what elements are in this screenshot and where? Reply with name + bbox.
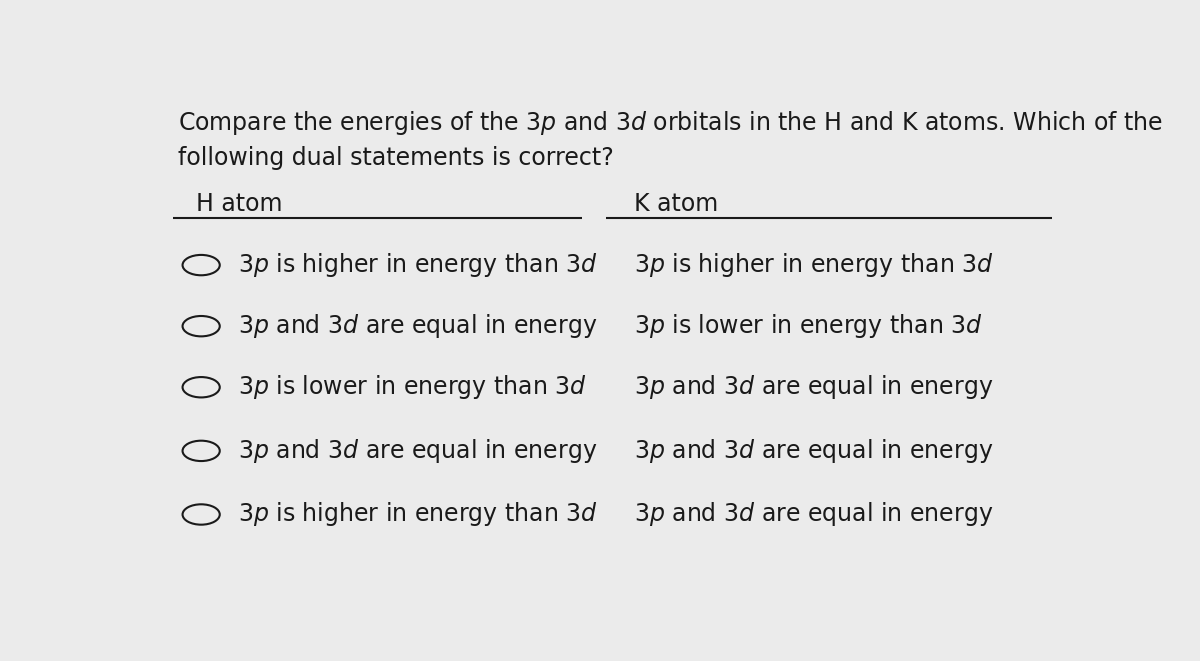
Text: 3$p$ is higher in energy than 3$d$: 3$p$ is higher in energy than 3$d$ <box>634 251 994 279</box>
Text: Compare the energies of the 3$p$ and 3$d$ orbitals in the H and K atoms. Which o: Compare the energies of the 3$p$ and 3$d… <box>178 108 1163 137</box>
Text: 3$p$ and 3$d$ are equal in energy: 3$p$ and 3$d$ are equal in energy <box>634 437 994 465</box>
Text: 3$p$ and 3$d$ are equal in energy: 3$p$ and 3$d$ are equal in energy <box>239 312 598 340</box>
Text: K atom: K atom <box>634 192 718 216</box>
Text: 3$p$ is lower in energy than 3$d$: 3$p$ is lower in energy than 3$d$ <box>634 312 983 340</box>
Text: 3$p$ and 3$d$ are equal in energy: 3$p$ and 3$d$ are equal in energy <box>239 437 598 465</box>
Text: 3$p$ is higher in energy than 3$d$: 3$p$ is higher in energy than 3$d$ <box>239 500 598 529</box>
Text: following dual statements is correct?: following dual statements is correct? <box>178 146 613 171</box>
Text: 3$p$ and 3$d$ are equal in energy: 3$p$ and 3$d$ are equal in energy <box>634 373 994 401</box>
Text: H atom: H atom <box>197 192 283 216</box>
Text: 3$p$ is lower in energy than 3$d$: 3$p$ is lower in energy than 3$d$ <box>239 373 587 401</box>
Text: 3$p$ and 3$d$ are equal in energy: 3$p$ and 3$d$ are equal in energy <box>634 500 994 529</box>
Text: 3$p$ is higher in energy than 3$d$: 3$p$ is higher in energy than 3$d$ <box>239 251 598 279</box>
